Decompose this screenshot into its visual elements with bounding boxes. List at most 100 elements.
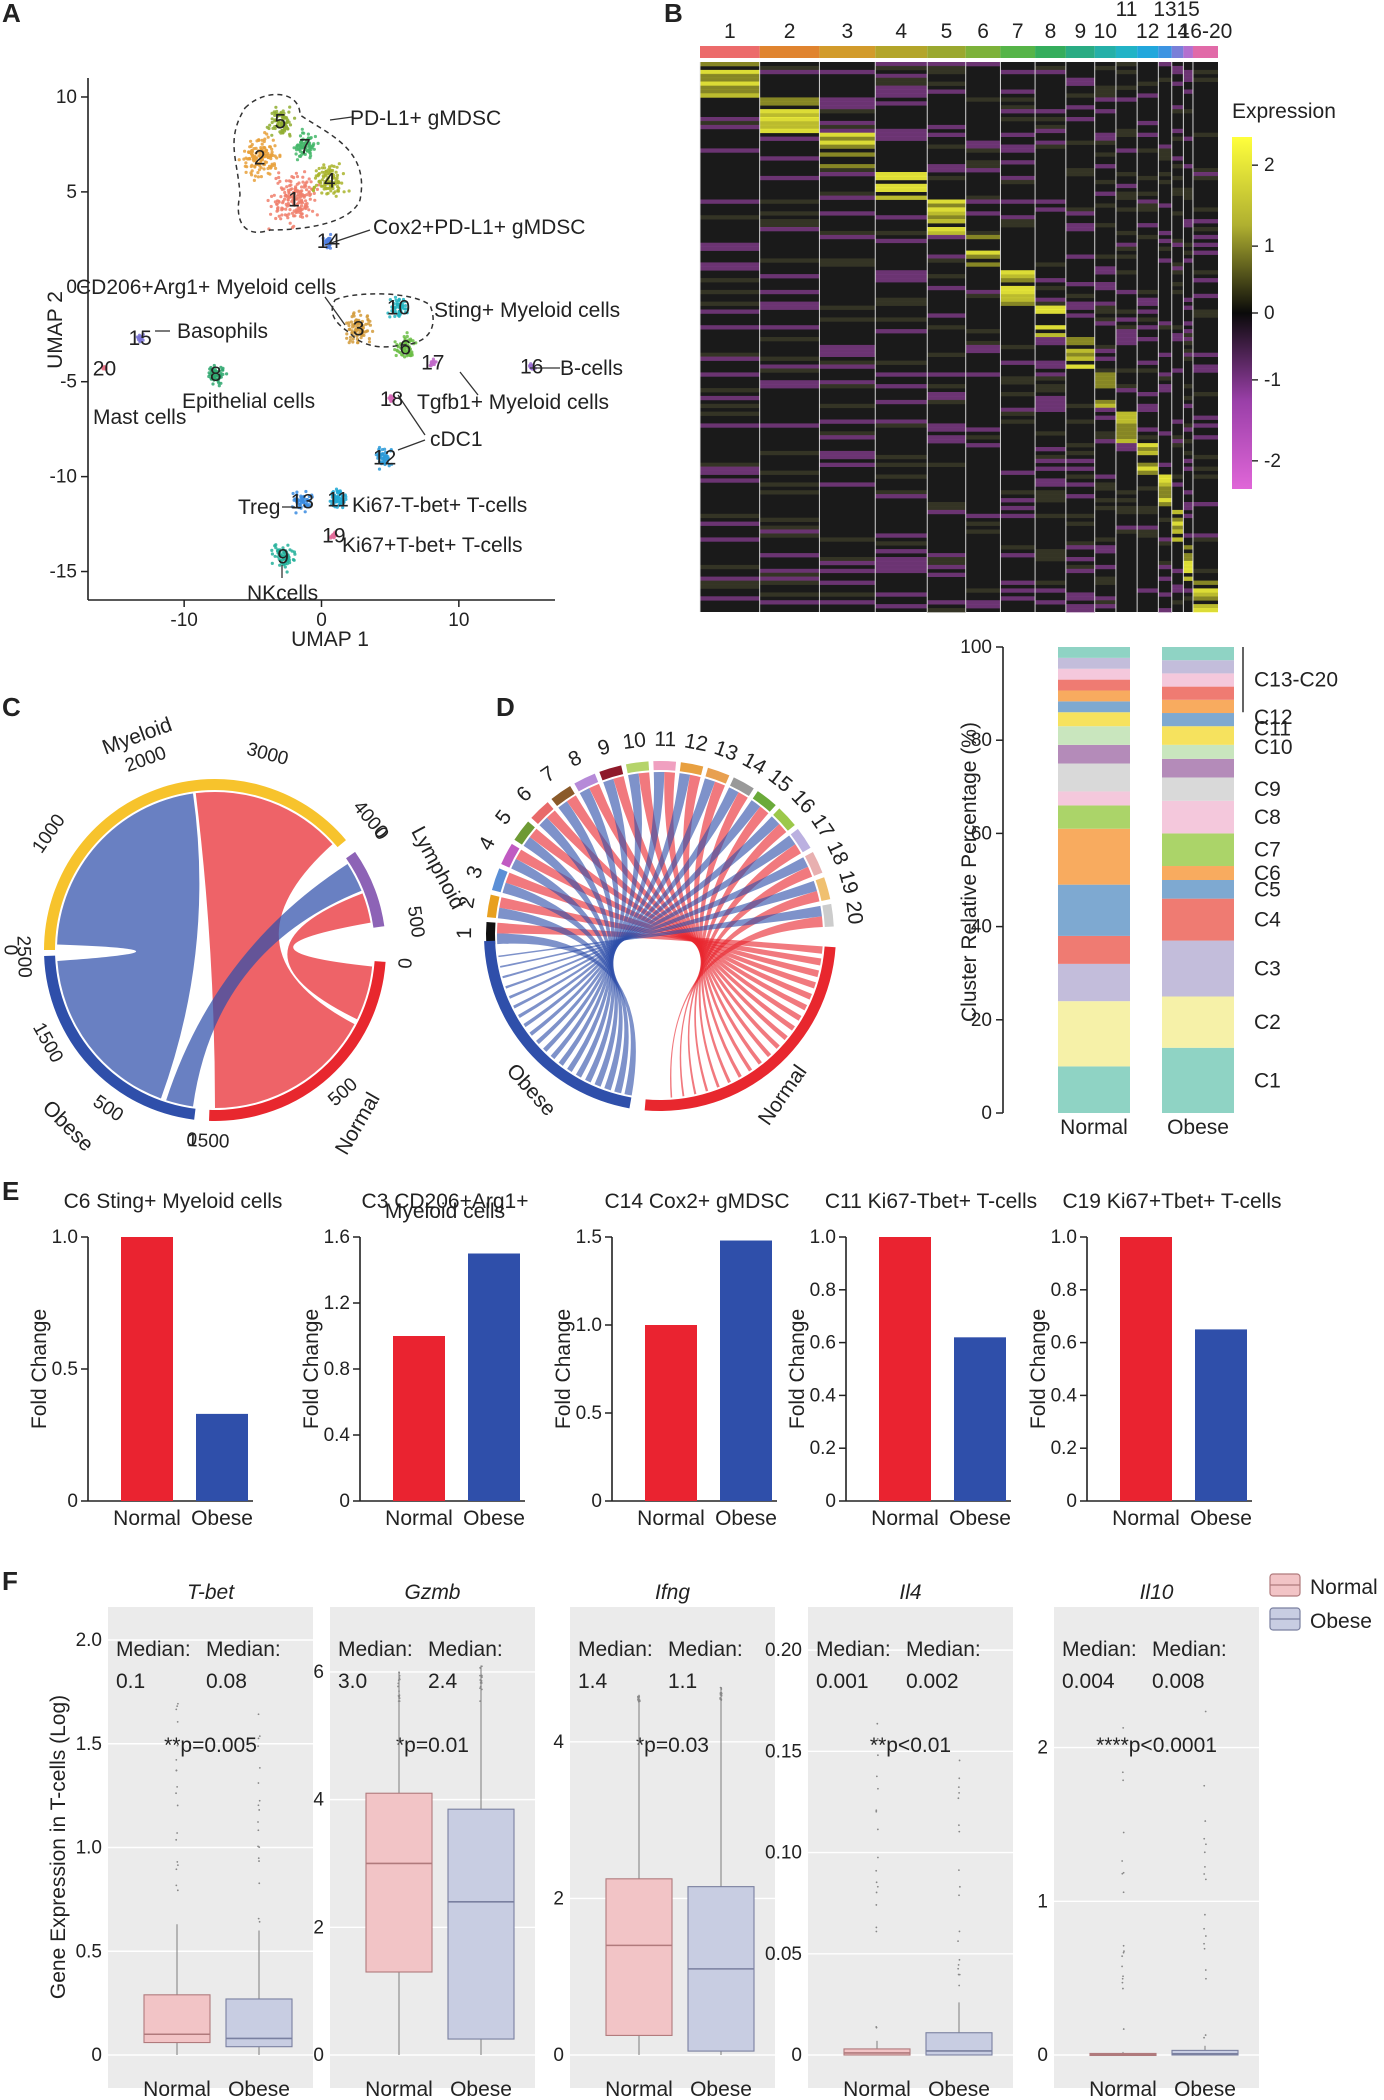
boxplot-ytick-label: 1.5 [76,1734,102,1755]
boxplot-ylabel: Gene Expression in T-cells (Log) [47,1695,70,1999]
stacked-segment-normal-c11 [1058,726,1130,745]
fc-category-label: Obese [949,1507,1011,1530]
boxplot-ytick-label: 2 [553,1888,564,1909]
chord-d-cluster-label: 10 [621,728,647,754]
boxplot-outlier [480,1665,483,1668]
stacked-segment-obese-c12 [1162,726,1234,745]
heatmap-column-label: 13 [1153,0,1176,21]
umap-cluster-19-points [329,530,338,540]
chord-d-ribbon-obese [498,905,822,958]
stacked-segment-label: C7 [1254,839,1281,862]
chord-c-tick-label: 1000 [28,811,69,858]
stacked-segment-obese-c4 [1162,898,1234,941]
boxplot-legend: Normal Obese [1269,1573,1378,1633]
fold-change-chart-3: 0 0.5 1.0 1.5 Normal Obese C14 Cox2+ gMDSC Fold… [552,1190,790,1530]
chord-d-arc-cluster-17 [790,828,811,853]
umap-xtick-label: 10 [448,610,469,631]
stacked-segment-obese-tail [1162,713,1234,727]
boxplot-gene-title: Il10 [1140,1581,1174,1604]
umap-cluster-2-points [237,131,282,182]
chord-d-arc-cluster-3 [491,868,508,893]
chord-d-ribbon-normal [699,792,748,1078]
stacked-segment-normal-tail [1058,668,1130,680]
boxplot-outlier [479,1687,481,1689]
chord-c-ribbon-lymphoid-normal [287,893,373,1020]
boxplot-gzmb: 0 2 4 6 Gzmb Median: Median: 3.0 2.4 *p=0.01 Norma… [313,1581,535,2100]
boxplot-outlier [1203,1942,1205,1945]
boxplot-outlier [398,1695,400,1698]
boxplot-outlier [958,1777,961,1780]
boxplot-category-label: Obese [1174,2078,1236,2100]
fold-change-chart-4: 0 0.2 0.4 0.6 0.8 1.0 Normal Obese C11 Ki67-Tbet… [786,1190,1037,1530]
heatmap-column-label: 11 [1116,0,1138,21]
umap-cluster-label: 10 [387,297,410,320]
chord-c-tick-label: 3000 [244,739,290,770]
boxplot-outlier [257,1857,260,1860]
stacked-ytick-label: 20 [971,1010,992,1031]
chord-d-cluster-label: 15 [764,765,797,798]
boxplot-ytick-label: 0.05 [765,1944,802,1965]
boxplot-outlier [875,1809,878,1812]
chord-d-arc-cluster-10 [625,761,650,774]
stacked-segment-obese-c5 [1162,880,1234,899]
umap-cluster-label: 3 [353,318,365,341]
chord-d-arc-cluster-8 [574,773,599,792]
heatmap-cluster-bar [1094,46,1116,58]
heatmap-cluster-bar [1137,46,1159,58]
boxplot-outlier [875,1904,878,1906]
boxplot-box-normal [143,1994,211,2044]
chord-d-cluster-label: 20 [841,900,867,926]
boxplot-pvalue: **p<0.01 [870,1734,951,1757]
heatmap-cluster-bar [965,46,1001,58]
boxplot-median-value-obese: 1.1 [668,1670,697,1693]
boxplot-outlier [876,1828,879,1831]
leader-cdc1-b [397,439,426,451]
panel-label-e: E [2,1176,19,1206]
umap-cluster-11-points [328,487,348,510]
stacked-segment-normal-c4 [1058,935,1130,964]
boxplot-outlier [957,1797,960,1800]
boxplot-outlier [1204,1935,1207,1937]
heatmap-cluster-bar [759,46,820,58]
boxplot-outlier [719,1697,722,1700]
umap-cluster-12-points [374,445,394,471]
stacked-segment-obese-c8 [1162,800,1234,834]
heatmap-cluster-bar [819,46,876,58]
pdl1-outline [233,93,363,233]
umap-cluster-3-points [345,309,375,345]
boxplot-ytick-label: 0.10 [765,1843,802,1864]
heatmap-column-label: 3 [841,20,853,43]
boxplot-ytick-label: 0 [1037,2045,1048,2066]
stacked-ytick-label: 40 [971,917,992,938]
fc-ytick-label: 1.0 [810,1227,836,1248]
chord-d-ribbon-obese [558,801,615,1073]
boxplot-outlier [176,1832,179,1834]
boxplot-outlier [481,1676,483,1678]
boxplot-outlier [175,1769,178,1772]
boxplot-outlier [1205,1977,1207,1980]
boxplot-outlier [257,1804,260,1807]
boxplot-ytick-label: 4 [313,1790,324,1811]
boxplot-category-label: Normal [143,2078,211,2100]
boxplot-outlier [258,1860,260,1862]
leader-cox2 [324,229,371,246]
stacked-segment-normal-c8 [1058,791,1130,806]
fc-title: C3 CD206+Arg1+ [362,1190,529,1213]
chord-d-cluster-label: 2 [455,895,480,910]
boxplot-outlier [479,1700,482,1703]
fc-ytick-label: 0 [1066,1491,1077,1512]
boxplot-box-obese [925,2032,993,2056]
boxplot-outlier [1121,1955,1124,1958]
umap-cluster-label: 17 [421,352,444,375]
heatmap-column-label: 8 [1045,20,1057,43]
leader-tgfb1 [459,371,479,396]
boxplot-outlier [958,1984,961,1987]
chord-d-ribbon-normal [505,872,820,978]
boxplot-outlier [397,1682,400,1685]
fc-ytick-label: 1.2 [324,1293,350,1314]
boxplot-outlier [875,1891,878,1894]
boxplot-outlier [1203,1947,1206,1950]
chord-d-arc-obese [484,940,632,1109]
